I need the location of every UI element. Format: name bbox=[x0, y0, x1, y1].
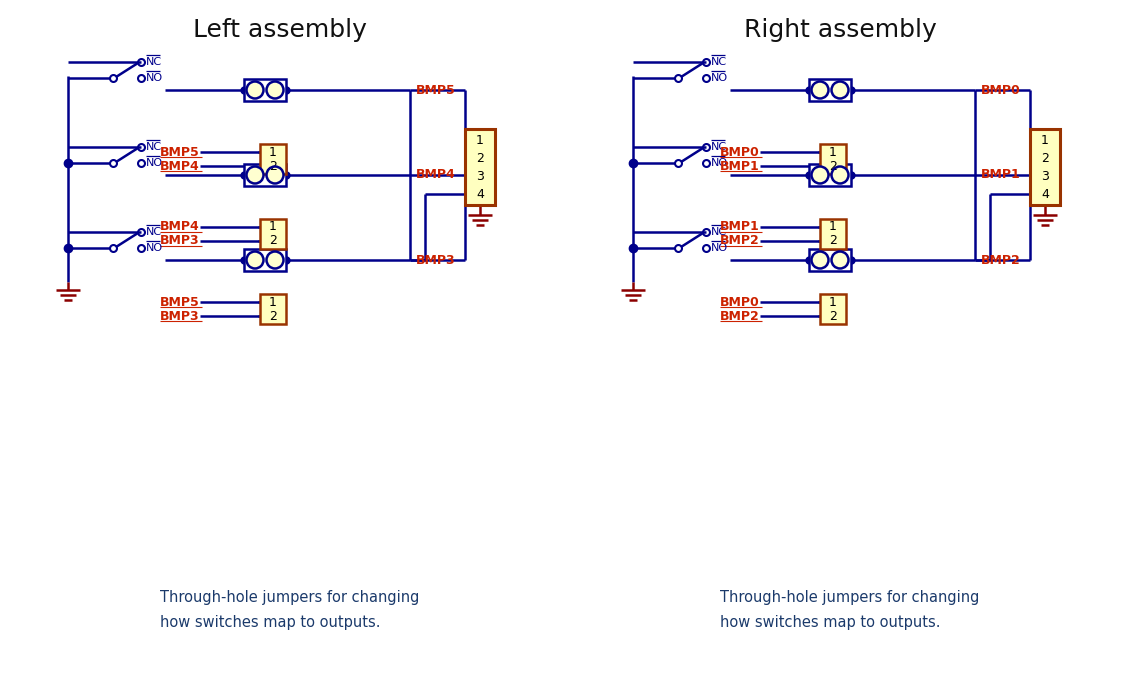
Circle shape bbox=[246, 81, 263, 99]
Text: BMP3: BMP3 bbox=[160, 309, 200, 323]
Circle shape bbox=[831, 81, 848, 99]
Circle shape bbox=[246, 251, 263, 269]
Bar bbox=[260, 144, 286, 174]
Text: NC: NC bbox=[711, 142, 727, 152]
Text: 4: 4 bbox=[476, 188, 484, 200]
Text: 2: 2 bbox=[269, 234, 277, 248]
Circle shape bbox=[246, 167, 263, 183]
Text: 1: 1 bbox=[269, 220, 277, 234]
Text: 2: 2 bbox=[269, 309, 277, 323]
Text: NC: NC bbox=[146, 142, 162, 152]
Text: BMP1: BMP1 bbox=[981, 169, 1021, 181]
Text: BMP0: BMP0 bbox=[720, 295, 760, 309]
Circle shape bbox=[266, 167, 284, 183]
Text: 2: 2 bbox=[829, 160, 837, 172]
Text: BMP1: BMP1 bbox=[720, 220, 760, 234]
Circle shape bbox=[266, 251, 284, 269]
Text: BMP4: BMP4 bbox=[160, 160, 200, 172]
Bar bbox=[260, 294, 286, 324]
Text: BMP5: BMP5 bbox=[160, 146, 200, 158]
Circle shape bbox=[812, 251, 829, 269]
Text: BMP4: BMP4 bbox=[160, 220, 200, 234]
Text: 1: 1 bbox=[476, 134, 484, 146]
Text: Right assembly: Right assembly bbox=[744, 18, 937, 42]
Text: Through-hole jumpers for changing
how switches map to outputs.: Through-hole jumpers for changing how sw… bbox=[720, 590, 980, 630]
Text: BMP4: BMP4 bbox=[416, 169, 456, 181]
Bar bbox=[244, 249, 286, 271]
Text: NO: NO bbox=[711, 158, 728, 168]
Bar bbox=[820, 219, 846, 249]
Text: 1: 1 bbox=[829, 295, 837, 309]
Bar bbox=[465, 129, 496, 205]
Text: 2: 2 bbox=[476, 151, 484, 164]
Text: 1: 1 bbox=[269, 295, 277, 309]
Text: 1: 1 bbox=[829, 146, 837, 158]
Text: BMP2: BMP2 bbox=[720, 234, 760, 248]
Text: 3: 3 bbox=[476, 169, 484, 183]
Text: NO: NO bbox=[146, 73, 163, 83]
Bar bbox=[809, 164, 850, 186]
Text: BMP3: BMP3 bbox=[416, 253, 456, 267]
Circle shape bbox=[812, 167, 829, 183]
Text: NC: NC bbox=[146, 57, 162, 67]
Text: BMP2: BMP2 bbox=[720, 309, 760, 323]
Text: 3: 3 bbox=[1041, 169, 1049, 183]
Text: 2: 2 bbox=[1041, 151, 1049, 164]
Circle shape bbox=[266, 81, 284, 99]
Text: NC: NC bbox=[711, 227, 727, 237]
Circle shape bbox=[831, 167, 848, 183]
Text: NC: NC bbox=[711, 57, 727, 67]
Text: NO: NO bbox=[711, 243, 728, 253]
Text: 4: 4 bbox=[1041, 188, 1049, 200]
Text: 2: 2 bbox=[829, 234, 837, 248]
Text: BMP5: BMP5 bbox=[416, 83, 456, 97]
Text: 1: 1 bbox=[1041, 134, 1049, 146]
Text: BMP2: BMP2 bbox=[981, 253, 1021, 267]
Bar bbox=[809, 79, 850, 101]
Text: 2: 2 bbox=[269, 160, 277, 172]
Text: Through-hole jumpers for changing
how switches map to outputs.: Through-hole jumpers for changing how sw… bbox=[160, 590, 420, 630]
Bar bbox=[820, 144, 846, 174]
Bar bbox=[1030, 129, 1060, 205]
Bar bbox=[244, 164, 286, 186]
Text: Left assembly: Left assembly bbox=[193, 18, 367, 42]
Text: NO: NO bbox=[146, 243, 163, 253]
Bar bbox=[809, 249, 850, 271]
Circle shape bbox=[831, 251, 848, 269]
Text: NC: NC bbox=[146, 227, 162, 237]
Text: BMP0: BMP0 bbox=[981, 83, 1021, 97]
Text: BMP1: BMP1 bbox=[720, 160, 760, 172]
Text: BMP0: BMP0 bbox=[720, 146, 760, 158]
Text: BMP5: BMP5 bbox=[160, 295, 200, 309]
Text: 2: 2 bbox=[829, 309, 837, 323]
Text: 1: 1 bbox=[829, 220, 837, 234]
Bar bbox=[820, 294, 846, 324]
Text: NO: NO bbox=[711, 73, 728, 83]
Circle shape bbox=[812, 81, 829, 99]
Text: NO: NO bbox=[146, 158, 163, 168]
Bar bbox=[260, 219, 286, 249]
Text: BMP3: BMP3 bbox=[160, 234, 200, 248]
Text: 1: 1 bbox=[269, 146, 277, 158]
Bar bbox=[244, 79, 286, 101]
